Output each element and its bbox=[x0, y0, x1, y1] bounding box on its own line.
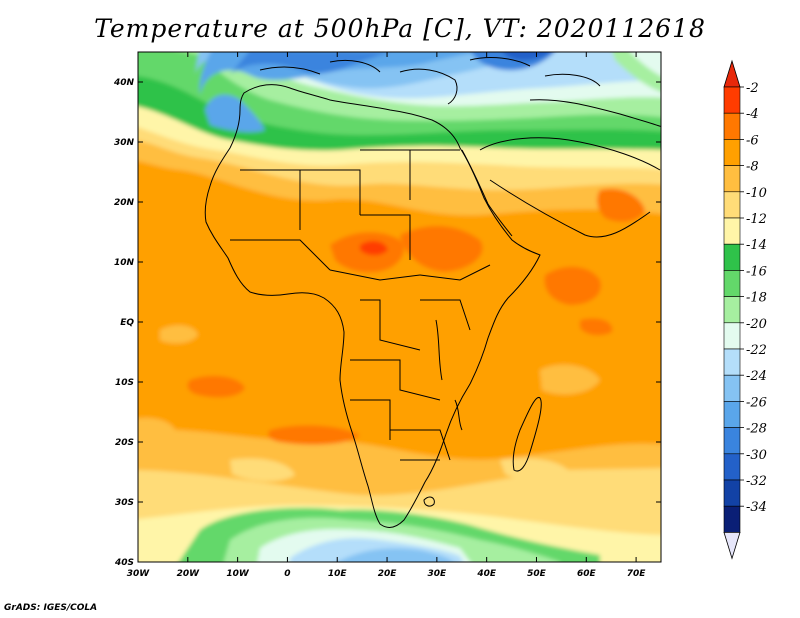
map-frame bbox=[137, 51, 662, 563]
lat-tick-label: 10S bbox=[115, 378, 134, 388]
map-title: Temperature at 500hPa [C], VT: 202011261… bbox=[94, 14, 706, 43]
colorbar-label: -8 bbox=[746, 160, 759, 175]
colorbar-label: -30 bbox=[746, 448, 767, 463]
colorbar-label: -16 bbox=[746, 264, 767, 279]
lon-tick-label: 20W bbox=[177, 569, 201, 579]
lat-tick-label: 20N bbox=[114, 198, 135, 208]
colorbar-swatch bbox=[723, 217, 741, 245]
lon-tick-label: 70E bbox=[627, 569, 647, 579]
lon-tick-label: 20E bbox=[378, 569, 398, 579]
lat-tick-label: EQ bbox=[120, 318, 134, 328]
colorbar-label: -28 bbox=[746, 422, 767, 437]
lat-tick-label: 10N bbox=[114, 258, 135, 268]
lat-tick-label: 40N bbox=[113, 78, 135, 88]
colorbar-swatch bbox=[723, 322, 741, 350]
colorbar-label: -2 bbox=[746, 81, 759, 96]
colorbar-label: -24 bbox=[746, 369, 767, 384]
colorbar-label: -22 bbox=[746, 343, 767, 358]
colorbar-swatch bbox=[723, 112, 741, 140]
colorbar-swatch bbox=[723, 165, 741, 193]
colorbar-swatch bbox=[723, 243, 741, 271]
colorbar-swatch bbox=[723, 401, 741, 428]
lon-tick-label: 10W bbox=[226, 569, 250, 579]
colorbar-swatch bbox=[723, 348, 741, 376]
colorbar-label: -20 bbox=[746, 317, 767, 332]
colorbar-swatch bbox=[723, 139, 741, 166]
lat-tick-label: 40S bbox=[114, 558, 134, 568]
colorbar-bottom-arrow bbox=[723, 532, 741, 560]
colorbar-swatch bbox=[723, 270, 741, 297]
lon-tick-label: 30W bbox=[127, 569, 151, 579]
credit-text: GrADS: IGES/COLA bbox=[4, 603, 98, 613]
lon-tick-label: 50E bbox=[527, 569, 547, 579]
lon-tick-label: 0 bbox=[284, 569, 290, 579]
colorbar-label: -32 bbox=[746, 474, 767, 489]
colorbar-label: -6 bbox=[746, 133, 759, 148]
colorbar-swatch bbox=[723, 505, 741, 533]
colorbar-label: -10 bbox=[746, 186, 767, 201]
colorbar-top-arrow bbox=[723, 59, 741, 88]
lon-tick-label: 30E bbox=[428, 569, 448, 579]
lon-tick-label: 60E bbox=[577, 569, 597, 579]
colorbar-swatch bbox=[723, 479, 741, 507]
colorbar-label: -18 bbox=[746, 291, 767, 306]
colorbar-label: -26 bbox=[746, 395, 767, 410]
longitude-ticks: 30W 20W 10W 0 10E 20E 30E 40E 50E 60E 70E bbox=[127, 52, 647, 579]
colorbar-swatch bbox=[723, 374, 741, 402]
lon-tick-label: 40E bbox=[476, 569, 497, 579]
colorbar-label: -12 bbox=[746, 212, 767, 227]
colorbar-swatch bbox=[723, 191, 741, 219]
coastlines bbox=[204, 57, 661, 528]
lon-tick-label: 10E bbox=[328, 569, 348, 579]
temperature-field bbox=[138, 52, 661, 562]
colorbar-swatch bbox=[723, 296, 741, 324]
colorbar-swatch bbox=[723, 86, 741, 114]
lat-tick-label: 30S bbox=[115, 498, 134, 508]
latitude-ticks: 40N 30N 20N 10N EQ 10S 20S 30S 40S bbox=[113, 78, 661, 568]
colorbar-label: -14 bbox=[746, 238, 767, 253]
lat-tick-label: 20S bbox=[115, 438, 134, 448]
colorbar: -2 -4 -6 -8 -10 -12 -14 -16 -18 -20 -22 -24 -26 -28 -3… bbox=[723, 59, 767, 560]
colorbar-swatch bbox=[723, 453, 741, 481]
colorbar-label: -34 bbox=[746, 500, 767, 515]
colorbar-label: -4 bbox=[746, 107, 759, 122]
lat-tick-label: 30N bbox=[114, 138, 135, 148]
colorbar-swatch bbox=[723, 427, 741, 455]
